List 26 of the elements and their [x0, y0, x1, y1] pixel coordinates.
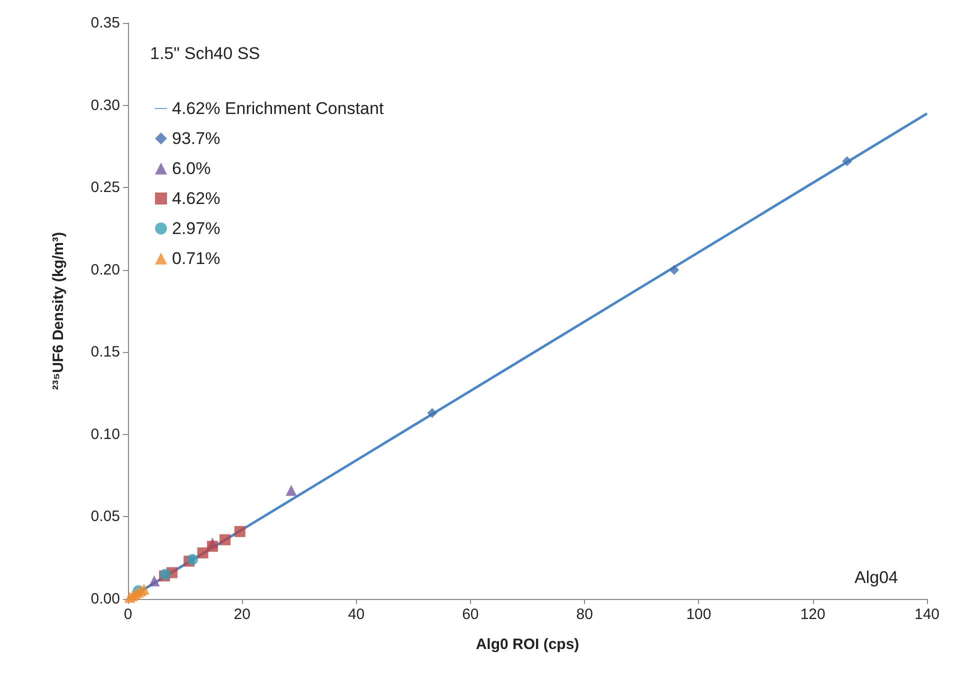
annotation: 1.5" Sch40 SS — [150, 44, 260, 63]
x-tick-label: 20 — [234, 606, 250, 623]
legend-label: 4.62% — [172, 189, 220, 208]
legend-label: 6.0% — [172, 159, 211, 178]
annotation: Alg04 — [854, 568, 898, 587]
y-tick-label: 0.00 — [90, 590, 120, 608]
y-tick-label: 0.15 — [90, 344, 120, 361]
x-tick-label: 40 — [348, 606, 365, 623]
y-tick-label: 0.30 — [90, 96, 120, 114]
legend-label: 4.62% Enrichment Constant — [172, 99, 384, 118]
y-tick-label: 0.10 — [90, 426, 120, 443]
x-axis-title: Alg0 ROI (cps) — [476, 636, 580, 653]
y-tick-label: 0.35 — [90, 14, 120, 32]
x-tick-label: 60 — [462, 606, 479, 623]
legend-label: 93.7% — [172, 129, 220, 148]
x-tick-label: 140 — [914, 606, 940, 623]
legend-label: 2.97% — [172, 219, 220, 238]
x-tick-label: 0 — [124, 606, 132, 623]
y-tick-label: 0.25 — [90, 179, 120, 196]
x-tick-label: 80 — [576, 606, 593, 623]
x-tick-label: 120 — [800, 606, 826, 623]
x-tick-label: 100 — [686, 606, 712, 623]
y-tick-label: 0.20 — [90, 261, 120, 278]
y-tick-label: 0.05 — [90, 508, 120, 526]
y-axis-title: ²³⁵UF6 Density (kg/m³) — [50, 232, 67, 390]
legend-label: 0.71% — [172, 249, 220, 268]
